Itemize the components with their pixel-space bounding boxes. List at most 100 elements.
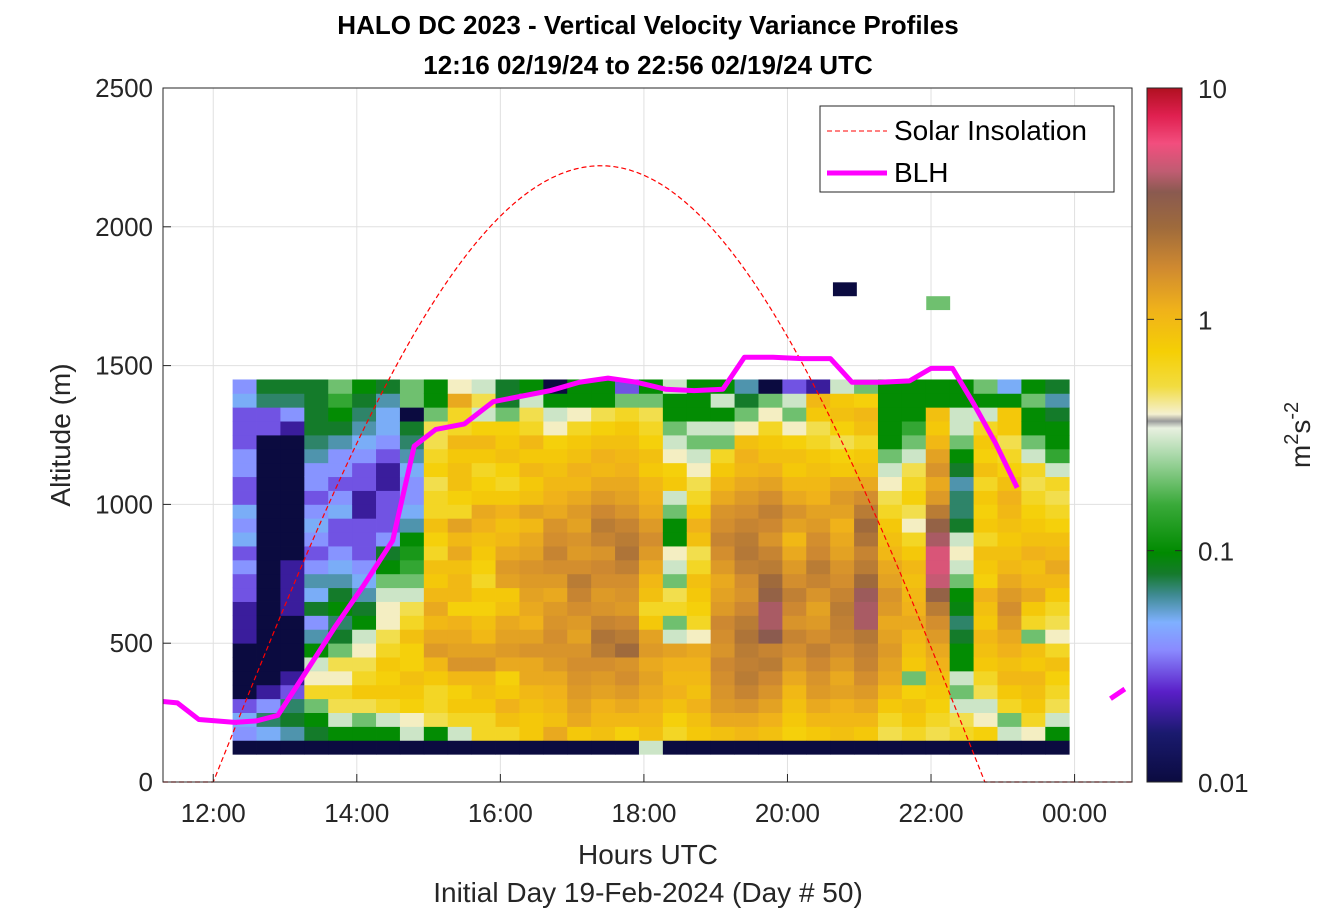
heatmap-cell: [376, 684, 401, 700]
heatmap-cell: [399, 670, 425, 686]
heatmap-cell: [471, 615, 496, 630]
heatmap-cell: [758, 643, 783, 658]
heatmap-cell: [1021, 407, 1046, 422]
heatmap-cell: [471, 629, 496, 644]
heatmap-cell: [256, 393, 281, 408]
heatmap-cell: [447, 587, 473, 602]
heatmap-cell: [806, 546, 831, 561]
heatmap-cell: [567, 712, 592, 727]
heatmap-cell: [471, 601, 496, 616]
heatmap-cell: [1045, 670, 1070, 686]
legend-box: [819, 105, 1115, 193]
heatmap-cell: [376, 476, 401, 491]
heatmap-cell: [638, 462, 664, 478]
heatmap-cell: [662, 629, 688, 644]
heatmap-cell: [567, 490, 592, 505]
heatmap-cell: [495, 601, 520, 616]
heatmap-cell: [949, 532, 974, 547]
heatmap-cell: [925, 712, 951, 727]
blh-group: [162, 354, 1127, 725]
heatmap-cell: [662, 712, 688, 727]
heatmap-cell: [591, 393, 616, 408]
heatmap-cell: [782, 657, 807, 672]
heatmap-cell: [352, 740, 377, 755]
heatmap-cell: [256, 698, 281, 713]
heatmap-cell: [232, 393, 257, 408]
heatmap-cell: [304, 684, 329, 700]
heatmap-cell: [495, 435, 520, 450]
heatmap-cell: [1045, 629, 1070, 644]
heatmap-cell: [806, 726, 831, 741]
heatmap-cell: [328, 573, 353, 589]
heatmap-cell: [352, 629, 377, 644]
heatmap-cell: [734, 448, 759, 464]
heatmap-cell: [376, 407, 401, 422]
heatmap-cell: [901, 546, 927, 561]
heatmap-cell: [447, 393, 473, 408]
heatmap-cell: [256, 448, 281, 464]
heatmap-cell: [854, 559, 879, 575]
heatmap-cell: [399, 629, 425, 644]
heatmap-cell: [495, 573, 520, 589]
heatmap-cell: [949, 573, 974, 589]
heatmap-cell: [543, 559, 568, 575]
heatmap-cell: [1045, 601, 1070, 616]
heatmap-cell: [734, 393, 759, 408]
heatmap-cell: [1021, 421, 1046, 436]
heatmap-cell: [710, 740, 735, 755]
colorbar: 0.01 0.1 1 10 m2s-2: [1146, 74, 1316, 798]
heatmap-cell: [376, 379, 401, 394]
heatmap-cell: [997, 657, 1022, 672]
heatmap-cell: [973, 490, 998, 505]
heatmap-cell: [949, 698, 974, 713]
heatmap-cell: [686, 643, 712, 658]
heatmap-cell: [806, 379, 831, 394]
heatmap-cell: [1021, 518, 1046, 533]
heatmap-cell: [758, 670, 783, 686]
heatmap-cell: [543, 490, 568, 505]
heatmap-cell: [686, 740, 712, 755]
heatmap-cell: [997, 573, 1022, 589]
heatmap-cell: [782, 490, 807, 505]
heatmap-cell: [1045, 532, 1070, 547]
heatmap-cell: [543, 462, 568, 478]
y-axis-ticks: 0 500 1000 1500 2000 2500: [95, 73, 171, 797]
heatmap-cell: [830, 573, 855, 589]
heatmap-cell: [806, 643, 831, 658]
heatmap-cell: [304, 740, 329, 755]
heatmap-cell: [973, 712, 998, 727]
colorbar-tick-label: 0.1: [1198, 537, 1234, 567]
heatmap-cell: [328, 657, 353, 672]
heatmap-cell: [782, 698, 807, 713]
heatmap-cell: [280, 518, 305, 533]
heatmap-cell: [471, 684, 496, 700]
heatmap-cell: [304, 490, 329, 505]
heatmap-cell: [495, 726, 520, 741]
heatmap-cell: [567, 435, 592, 450]
heatmap-cell: [830, 629, 855, 644]
heatmap-cell: [615, 559, 640, 575]
heatmap-cell: [925, 379, 951, 394]
heatmap-cell: [1045, 518, 1070, 533]
heatmap-cell: [304, 435, 329, 450]
heatmap-cell: [830, 504, 855, 519]
heatmap-cell: [471, 504, 496, 519]
x-tick-label: 22:00: [898, 798, 963, 828]
heatmap-cell: [519, 448, 544, 464]
heatmap-cell: [256, 629, 281, 644]
heatmap-cell: [423, 670, 449, 686]
chart-subtitle: 12:16 02/19/24 to 22:56 02/19/24 UTC: [423, 50, 873, 80]
heatmap-cell: [710, 448, 735, 464]
heatmap-cell: [877, 573, 903, 589]
heatmap-cell: [926, 296, 951, 311]
heatmap-cell: [615, 504, 640, 519]
heatmap-cell: [734, 407, 759, 422]
heatmap-cell: [567, 629, 592, 644]
heatmap-cell: [1021, 546, 1046, 561]
heatmap-cell: [591, 435, 616, 450]
heatmap-cell: [543, 670, 568, 686]
heatmap-cell: [328, 379, 353, 394]
heatmap-cell: [782, 615, 807, 630]
heatmap-cell: [973, 657, 998, 672]
heatmap-cell: [877, 448, 903, 464]
